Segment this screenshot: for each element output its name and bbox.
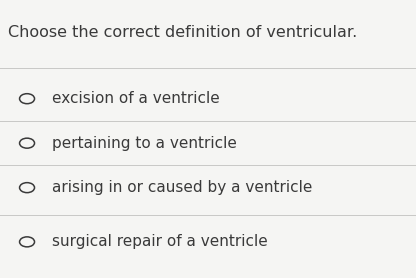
Text: pertaining to a ventricle: pertaining to a ventricle xyxy=(52,136,237,151)
Text: surgical repair of a ventricle: surgical repair of a ventricle xyxy=(52,234,268,249)
Text: excision of a ventricle: excision of a ventricle xyxy=(52,91,220,106)
Text: Choose the correct definition of ventricular.: Choose the correct definition of ventric… xyxy=(8,25,358,40)
Text: arising in or caused by a ventricle: arising in or caused by a ventricle xyxy=(52,180,312,195)
